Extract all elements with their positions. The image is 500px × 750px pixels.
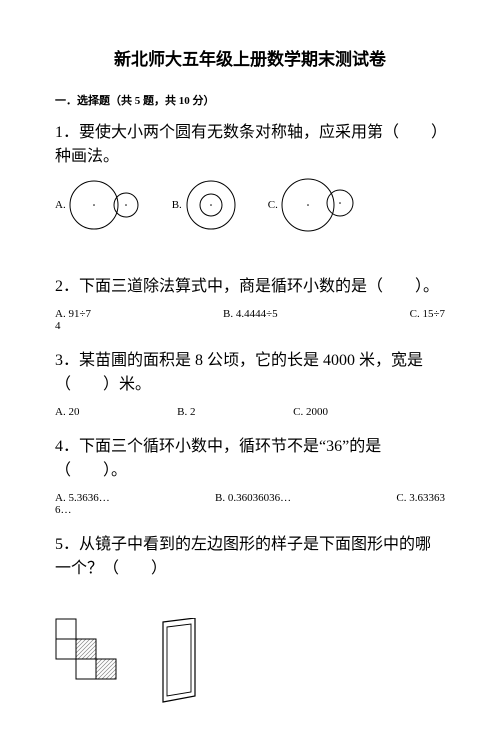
q5-figure-mirror [157, 618, 203, 706]
q3-text: 3．某苗圃的面积是 8 公顷，它的长是 4000 米，宽是（ ）米。 [55, 346, 445, 394]
q3-opt-b: B. 2 [177, 406, 195, 418]
q4-opt-b: B. 0.36036036… [215, 492, 291, 504]
page-title: 新北师大五年级上册数学期末测试卷 [55, 45, 445, 70]
q2-opt-c: C. 15÷7 [410, 308, 445, 320]
question-3: 3．某苗圃的面积是 8 公顷，它的长是 4000 米，宽是（ ）米。 A. 20… [55, 346, 445, 418]
q1-text: 1．要使大小两个圆有无数条对称轴，应采用第（ ）种画法。 [55, 118, 445, 166]
q5-figures [55, 618, 445, 706]
q4-opt-a: A. 5.3636… [55, 492, 110, 504]
q2-choices: A. 91÷7 B. 4.4444÷5 C. 15÷7 [55, 308, 445, 320]
q1-label-b: B. [172, 199, 182, 211]
section-header: 一．选择题（共 5 题，共 10 分） [55, 92, 445, 108]
q2-opt-a: A. 91÷7 [55, 308, 91, 320]
q1-choices: A. B. [55, 178, 445, 232]
q1-label-c: C. [268, 199, 278, 211]
q5-figure-grid [55, 618, 117, 680]
q4-choices: A. 5.3636… B. 0.36036036… C. 3.63363 [55, 492, 445, 504]
q2-trail: 4 [55, 320, 445, 332]
question-2: 2．下面三道除法算式中，商是循环小数的是（ ）。 A. 91÷7 B. 4.44… [55, 272, 445, 332]
q3-choices: A. 20 B. 2 C. 2000 [55, 406, 328, 418]
q2-text: 2．下面三道除法算式中，商是循环小数的是（ ）。 [55, 272, 445, 296]
q4-opt-c: C. 3.63363 [396, 492, 445, 504]
question-1: 1．要使大小两个圆有无数条对称轴，应采用第（ ）种画法。 A. B. [55, 118, 445, 232]
q1-figure-a [66, 178, 144, 232]
question-4: 4．下面三个循环小数中，循环节不是“36”的是（ ）。 A. 5.3636… B… [55, 432, 445, 516]
q3-opt-a: A. 20 [55, 406, 79, 418]
q1-figure-b [182, 178, 240, 232]
q2-opt-b: B. 4.4444÷5 [223, 308, 278, 320]
q1-label-a: A. [55, 199, 66, 211]
question-5: 5．从镜子中看到的左边图形的样子是下面图形中的哪一个？（ ） [55, 530, 445, 706]
q5-text: 5．从镜子中看到的左边图形的样子是下面图形中的哪一个？（ ） [55, 530, 445, 578]
q4-text: 4．下面三个循环小数中，循环节不是“36”的是（ ）。 [55, 432, 445, 480]
q4-trail: 6… [55, 504, 445, 516]
q1-figure-c [278, 178, 358, 232]
q3-opt-c: C. 2000 [293, 406, 328, 418]
